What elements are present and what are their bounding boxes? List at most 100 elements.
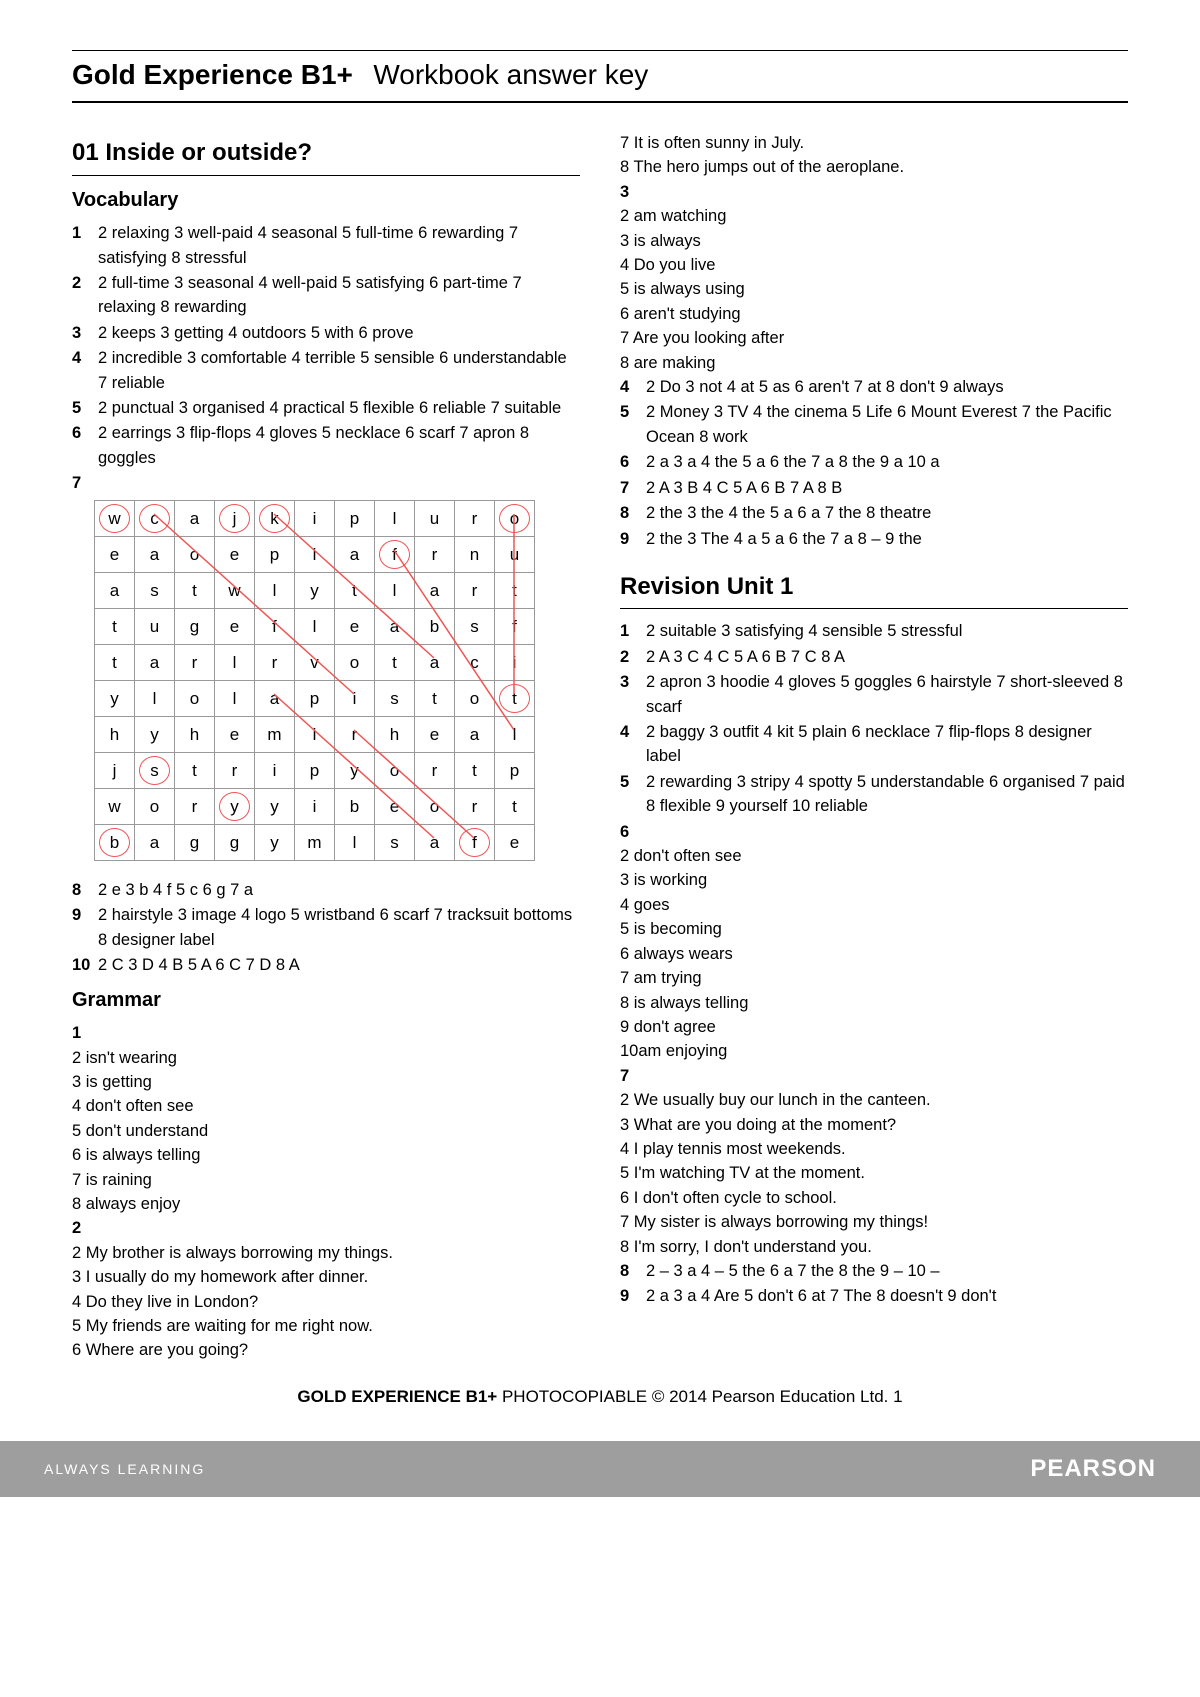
grid-cell: i: [495, 644, 535, 680]
grid-cell: a: [95, 572, 135, 608]
grid-cell: y: [295, 572, 335, 608]
item-text: 2 A 3 C 4 C 5 A 6 B 7 C 8 A: [646, 645, 1128, 669]
item-text: 2 hairstyle 3 image 4 logo 5 wristband 6…: [98, 903, 580, 952]
item-number: 9: [620, 527, 646, 551]
answer-line: 9 don't agree: [620, 1015, 1128, 1039]
list-item: 32 apron 3 hoodie 4 gloves 5 goggles 6 h…: [620, 670, 1128, 719]
grid-cell: i: [335, 680, 375, 716]
answer-line: 4 Do they live in London?: [72, 1290, 580, 1314]
grid-cell: t: [415, 680, 455, 716]
grid-cell: l: [375, 500, 415, 536]
list-item: 82 e 3 b 4 f 5 c 6 g 7 a: [72, 878, 580, 902]
grid-cell: s: [455, 608, 495, 644]
vocab-heading: Vocabulary: [72, 186, 580, 216]
item-number: 6: [620, 450, 646, 474]
grid-cell: y: [335, 752, 375, 788]
item-text: 2 suitable 3 satisfying 4 sensible 5 str…: [646, 619, 1128, 643]
grid-cell: o: [135, 788, 175, 824]
content-columns: 01 Inside or outside? Vocabulary 12 rela…: [72, 131, 1128, 1363]
grid-cell: v: [295, 644, 335, 680]
footer-copyright: GOLD EXPERIENCE B1+ PHOTOCOPIABLE © 2014…: [72, 1387, 1128, 1407]
item-text: 2 a 3 a 4 Are 5 don't 6 at 7 The 8 doesn…: [646, 1284, 1128, 1308]
grid-cell: t: [175, 572, 215, 608]
answer-line: 8 I'm sorry, I don't understand you.: [620, 1235, 1128, 1259]
grid-cell: a: [175, 500, 215, 536]
grid-cell: r: [415, 536, 455, 572]
grid-cell: l: [295, 608, 335, 644]
answer-line: 10am enjoying: [620, 1039, 1128, 1063]
item-number: 8: [620, 1259, 646, 1283]
grid-cell: l: [135, 680, 175, 716]
revision-7: 2 We usually buy our lunch in the cantee…: [620, 1088, 1128, 1259]
r6-number: 6: [620, 820, 1128, 844]
left-column: 01 Inside or outside? Vocabulary 12 rela…: [72, 131, 580, 1363]
footer-bar: ALWAYS LEARNING PEARSON: [0, 1441, 1200, 1497]
grid-cell: y: [95, 680, 135, 716]
grid-cell: t: [375, 644, 415, 680]
grid-cell: i: [295, 500, 335, 536]
item-number: 8: [620, 501, 646, 525]
answer-line: 2 am watching: [620, 204, 1128, 228]
grid-cell: l: [255, 572, 295, 608]
grid-cell: l: [335, 824, 375, 860]
grid-cell: r: [175, 788, 215, 824]
answer-line: 3 is always: [620, 229, 1128, 253]
grid-cell: a: [135, 644, 175, 680]
grammar-3: 2 am watching3 is always4 Do you live5 i…: [620, 204, 1128, 375]
item-number: 5: [620, 770, 646, 819]
answer-line: 2 We usually buy our lunch in the cantee…: [620, 1088, 1128, 1112]
grid-cell: i: [295, 788, 335, 824]
answer-line: 8 The hero jumps out of the aeroplane.: [620, 155, 1128, 179]
answer-line: 7 Are you looking after: [620, 326, 1128, 350]
grid-cell: y: [135, 716, 175, 752]
grammar-1: 2 isn't wearing3 is getting4 don't often…: [72, 1046, 580, 1217]
item-text: 2 baggy 3 outfit 4 kit 5 plain 6 necklac…: [646, 720, 1128, 769]
grid-cell: t: [495, 680, 535, 716]
grid-cell: o: [415, 788, 455, 824]
item-number: 7: [620, 476, 646, 500]
grid-cell: m: [295, 824, 335, 860]
grid-cell: t: [455, 752, 495, 788]
list-item: 72 A 3 B 4 C 5 A 6 B 7 A 8 B: [620, 476, 1128, 500]
grid-cell: l: [495, 716, 535, 752]
list-item: 22 full-time 3 seasonal 4 well-paid 5 sa…: [72, 271, 580, 320]
grid-cell: g: [175, 608, 215, 644]
grid-cell: a: [415, 644, 455, 680]
grammar-2: 2 My brother is always borrowing my thin…: [72, 1241, 580, 1363]
grid-cell: a: [335, 536, 375, 572]
list-item: 92 hairstyle 3 image 4 logo 5 wristband …: [72, 903, 580, 952]
grid-cell: h: [175, 716, 215, 752]
footer-title: GOLD EXPERIENCE B1+: [297, 1387, 497, 1406]
grid-cell: r: [455, 500, 495, 536]
grid-cell: r: [455, 572, 495, 608]
item-text: 2 punctual 3 organised 4 practical 5 fle…: [98, 396, 580, 420]
after-grid-list: 82 e 3 b 4 f 5 c 6 g 7 a92 hairstyle 3 i…: [72, 878, 580, 978]
footer-pearson-logo: PEARSON: [1030, 1455, 1156, 1483]
grid-cell: j: [215, 500, 255, 536]
grid-cell: g: [175, 824, 215, 860]
answer-line: 7 is raining: [72, 1168, 580, 1192]
list-item: 32 keeps 3 getting 4 outdoors 5 with 6 p…: [72, 321, 580, 345]
item-text: 2 the 3 The 4 a 5 a 6 the 7 a 8 – 9 the: [646, 527, 1128, 551]
grid-cell: a: [415, 572, 455, 608]
item-number: 3: [72, 321, 98, 345]
answer-line: 6 aren't studying: [620, 302, 1128, 326]
list-item: 22 A 3 C 4 C 5 A 6 B 7 C 8 A: [620, 645, 1128, 669]
item-number: 4: [620, 720, 646, 769]
grid-cell: r: [335, 716, 375, 752]
grid-cell: t: [495, 572, 535, 608]
grid-cell: h: [95, 716, 135, 752]
item-number: 4: [620, 375, 646, 399]
item-text: 2 e 3 b 4 f 5 c 6 g 7 a: [98, 878, 580, 902]
grid-cell: i: [295, 716, 335, 752]
grid-cell: r: [415, 752, 455, 788]
answer-line: 5 My friends are waiting for me right no…: [72, 1314, 580, 1338]
grid-cell: s: [375, 824, 415, 860]
grid-cell: u: [495, 536, 535, 572]
grid-cell: a: [455, 716, 495, 752]
item-text: 2 C 3 D 4 B 5 A 6 C 7 D 8 A: [98, 953, 580, 977]
item-number: 8: [72, 878, 98, 902]
grid-cell: y: [255, 824, 295, 860]
grid-cell: p: [295, 680, 335, 716]
item-text: 2 earrings 3 flip-flops 4 gloves 5 neckl…: [98, 421, 580, 470]
